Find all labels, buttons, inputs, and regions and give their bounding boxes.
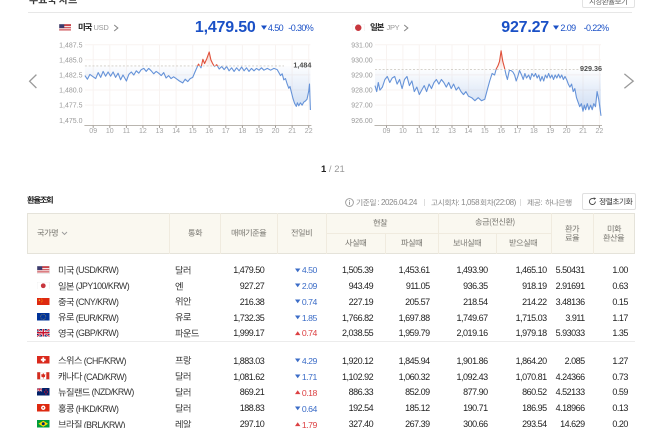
svg-text:21: 21 [288,128,296,135]
svg-text:19: 19 [255,128,263,135]
svg-text:14: 14 [465,128,473,135]
svg-text:930.00: 930.00 [351,57,373,64]
svg-text:1,477.5: 1,477.5 [59,103,82,110]
svg-text:09: 09 [89,128,97,135]
svg-text:1,484: 1,484 [293,60,311,69]
svg-text:15: 15 [481,128,489,135]
svg-text:18: 18 [239,128,247,135]
svg-text:1,482.5: 1,482.5 [59,73,82,80]
svg-text:15: 15 [189,128,197,135]
svg-text:1,475.0: 1,475.0 [59,118,82,125]
svg-text:21: 21 [579,128,587,135]
svg-text:10: 10 [106,128,114,135]
svg-text:931.00: 931.00 [351,42,373,49]
svg-text:928.00: 928.00 [351,88,373,95]
svg-text:22: 22 [596,128,604,135]
svg-text:1,485.0: 1,485.0 [59,57,82,64]
svg-text:16: 16 [205,128,213,135]
svg-text:13: 13 [156,128,164,135]
svg-text:19: 19 [546,128,554,135]
svg-text:20: 20 [272,128,280,135]
svg-text:926.00: 926.00 [351,118,373,125]
svg-text:927.00: 927.00 [351,103,373,110]
svg-text:11: 11 [416,128,423,135]
svg-text:20: 20 [563,128,571,135]
svg-text:929.00: 929.00 [351,73,373,80]
svg-text:18: 18 [530,128,538,135]
svg-text:16: 16 [497,128,505,135]
svg-text:11: 11 [123,128,130,135]
svg-text:14: 14 [172,128,180,135]
svg-text:09: 09 [383,128,391,135]
svg-text:22: 22 [305,128,313,135]
svg-text:12: 12 [432,128,440,135]
svg-text:13: 13 [448,128,456,135]
svg-text:1,487.5: 1,487.5 [59,42,82,49]
svg-text:17: 17 [222,128,230,135]
svg-text:929.36: 929.36 [580,64,602,73]
svg-text:10: 10 [399,128,407,135]
svg-text:17: 17 [514,128,522,135]
svg-text:1,480.0: 1,480.0 [59,88,82,95]
svg-text:12: 12 [139,128,147,135]
